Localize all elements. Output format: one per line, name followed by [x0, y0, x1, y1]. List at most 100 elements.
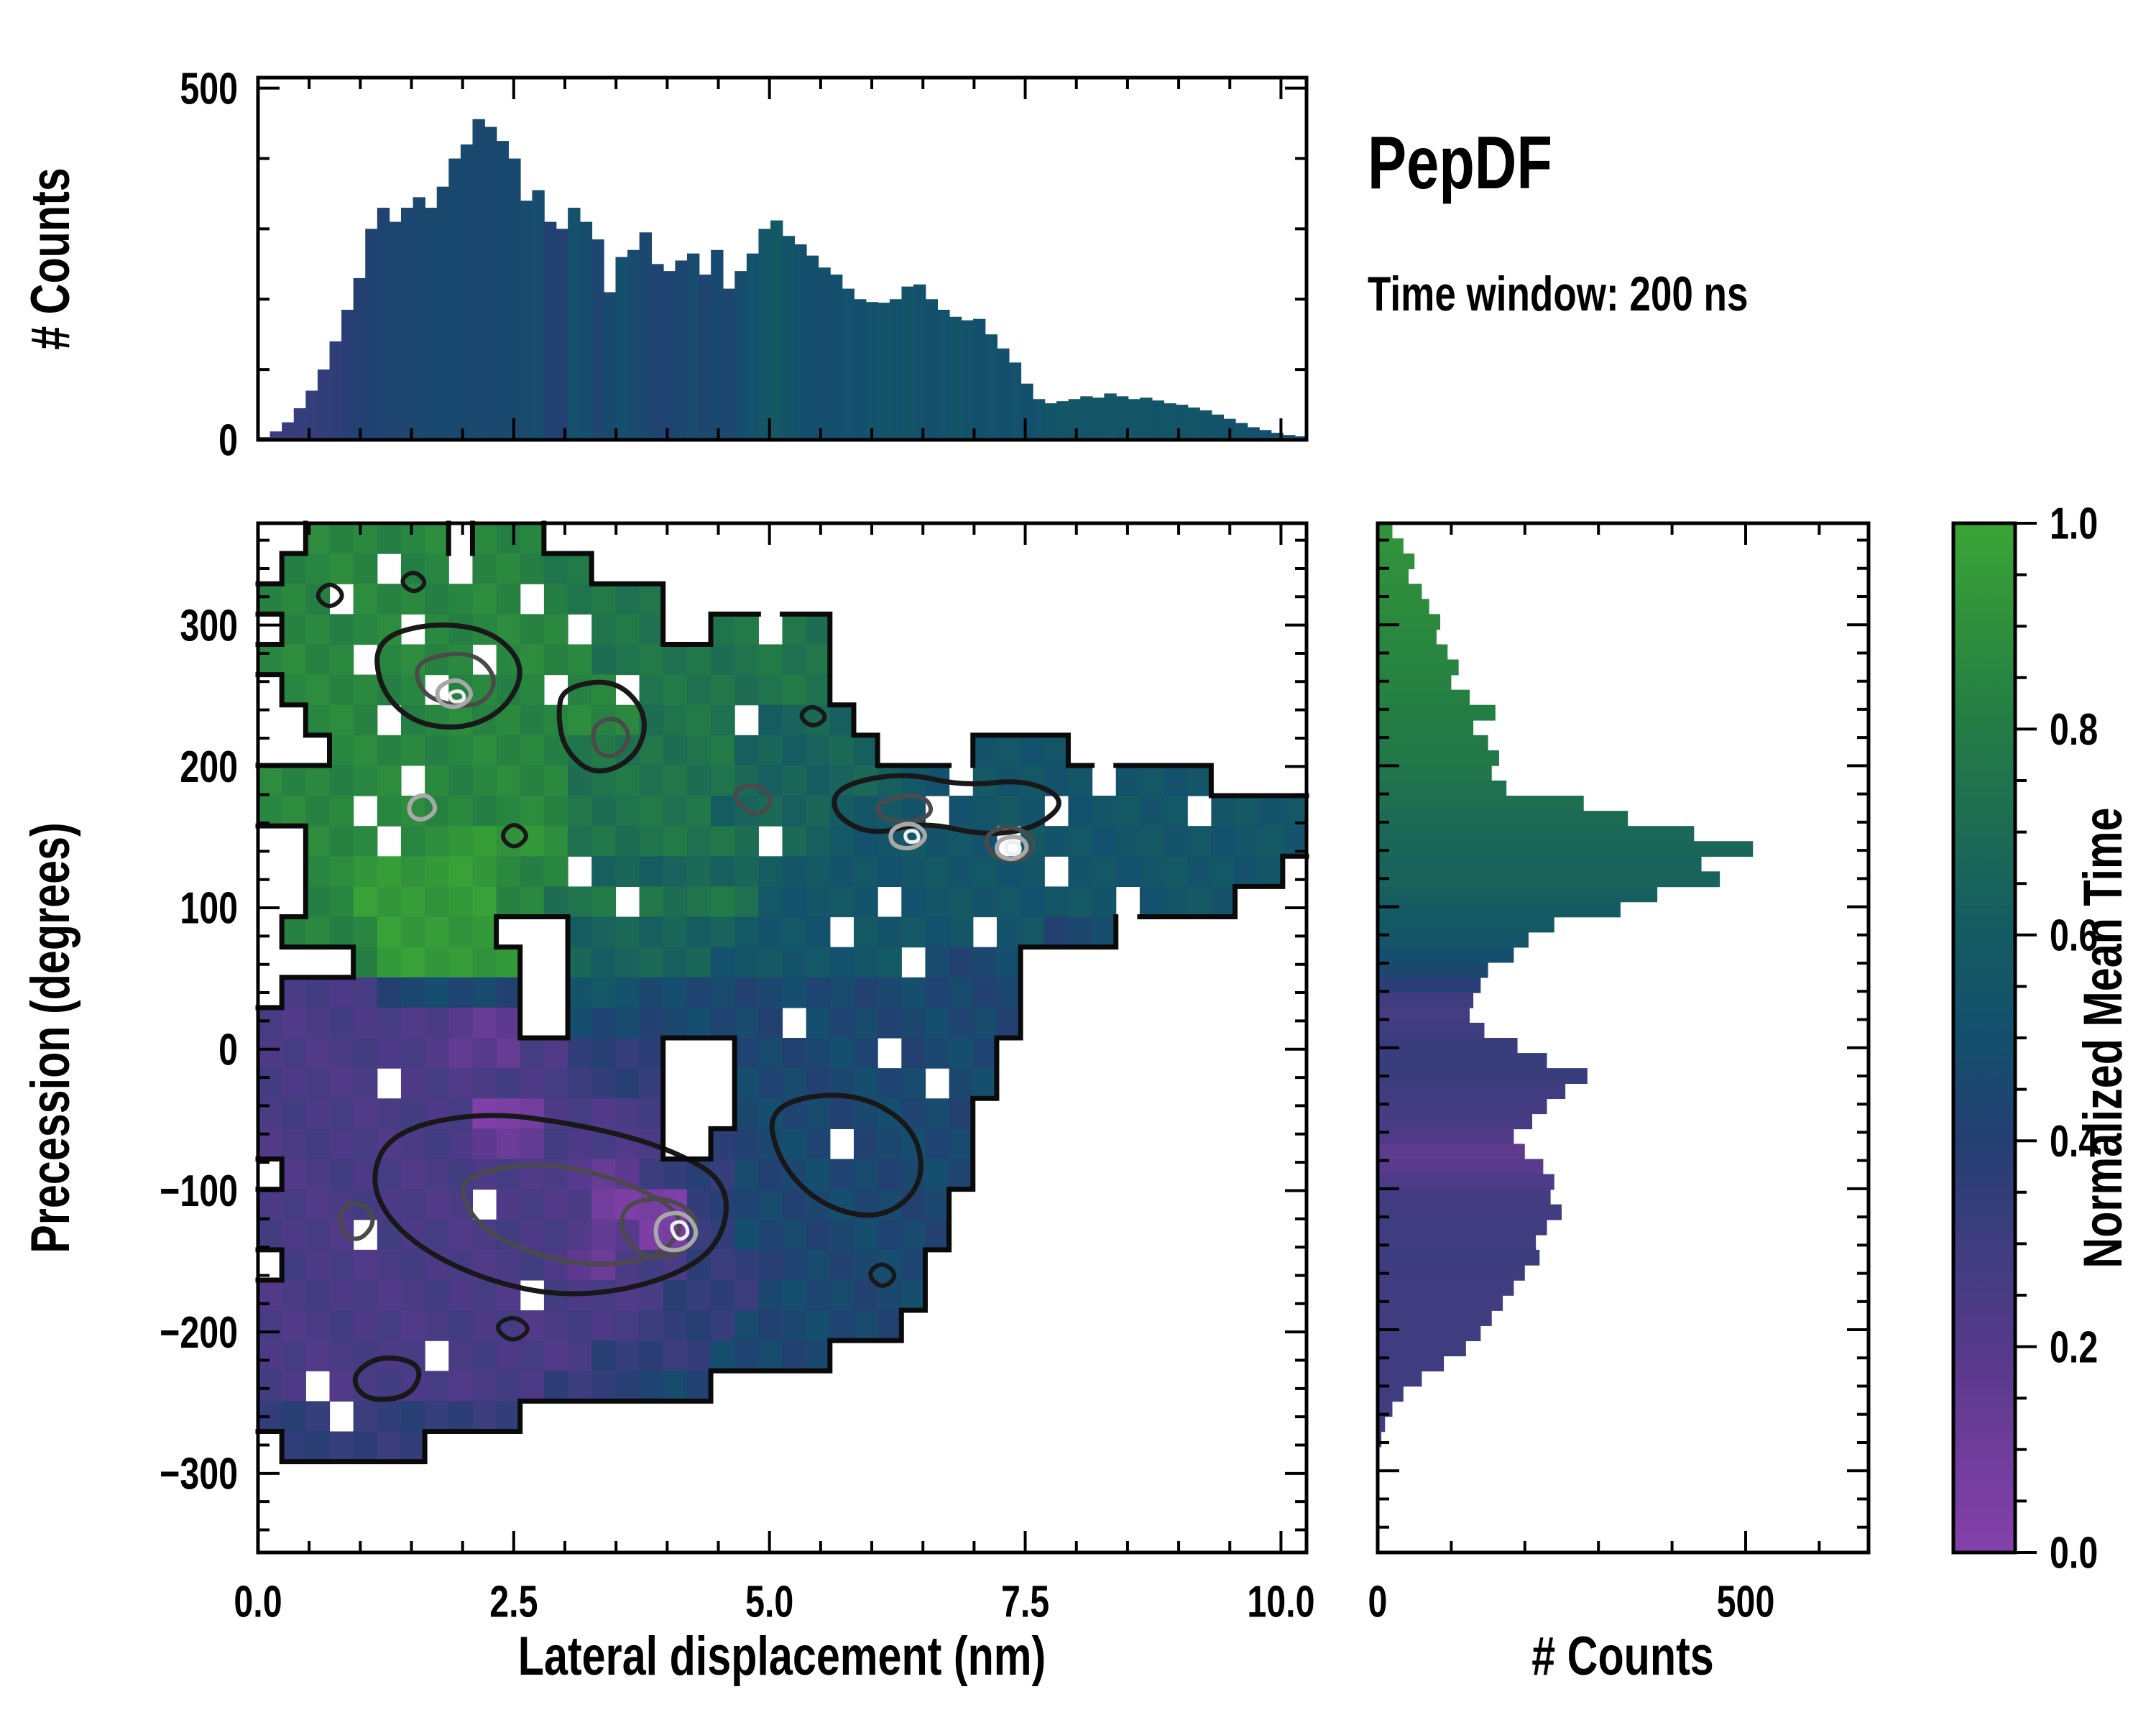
bar [1378, 1234, 1537, 1251]
bar [1378, 1371, 1422, 1387]
bar [377, 208, 390, 440]
bar [460, 144, 474, 440]
colorbar-tick-label: 0.4 [2050, 1116, 2098, 1166]
main-xtick-label: 7.5 [1001, 1577, 1049, 1627]
tick-labels: 0 500 0.0 2.5 5.0 7.5 10.0 300 200 100 0 −100 −200 −3… [160, 64, 2098, 1627]
bar [829, 275, 843, 440]
bar [1378, 704, 1496, 721]
bar [818, 267, 831, 440]
bar [1378, 811, 1628, 827]
bar [1151, 400, 1165, 440]
bar [972, 318, 986, 440]
right-histogram [1376, 521, 1871, 1555]
bar [1378, 992, 1474, 1008]
main-ytick-label: −100 [160, 1166, 238, 1215]
bar [1378, 886, 1658, 903]
bar [1378, 977, 1481, 993]
bar [1378, 901, 1621, 918]
bar [961, 320, 974, 440]
bar [1378, 1386, 1404, 1402]
bar [889, 299, 903, 440]
bar [675, 260, 688, 440]
figure-subtitle: Time window: 200 ns [1368, 267, 1748, 321]
bar [1378, 1356, 1445, 1372]
bar [1378, 1279, 1514, 1296]
right-xtick-label: 500 [1717, 1577, 1775, 1627]
bar [543, 221, 557, 440]
main-xtick-label: 2.5 [489, 1577, 538, 1627]
bar [1104, 393, 1117, 440]
region-outline [255, 520, 1309, 1465]
bar [806, 255, 819, 440]
bar [1378, 1098, 1547, 1115]
bar [1378, 947, 1514, 963]
bar [770, 220, 783, 440]
bar [484, 126, 497, 440]
bar [341, 309, 354, 440]
bar [413, 197, 425, 440]
bar [913, 284, 926, 440]
bar [1258, 430, 1272, 440]
main-ytick-label: −200 [160, 1307, 238, 1357]
bar [1378, 629, 1437, 645]
main-ytick-label: 100 [180, 883, 238, 933]
bar [1378, 735, 1488, 751]
right-xtick-label: 0 [1368, 1577, 1388, 1627]
bar [794, 244, 807, 440]
top-histogram [256, 75, 1309, 442]
bar [1378, 1007, 1470, 1024]
bar [1378, 674, 1452, 691]
bar [1378, 916, 1554, 933]
main-ytick-label: 0 [218, 1025, 238, 1075]
bar [579, 221, 593, 440]
bar [842, 288, 854, 440]
top-ytick-label: 0 [218, 415, 238, 465]
bar [663, 271, 676, 440]
bar [532, 190, 545, 440]
bar [1378, 1189, 1551, 1205]
colorbar-label: Normalized Mean Time [2073, 807, 2134, 1268]
bar [1187, 407, 1200, 440]
bar [1378, 1219, 1547, 1236]
heatmap-cells [258, 523, 1307, 1463]
bar [997, 348, 1010, 440]
bar [1378, 1053, 1547, 1069]
bar [854, 299, 867, 440]
bar [568, 208, 581, 440]
bar [1378, 1128, 1514, 1145]
main-xtick-label: 0.0 [234, 1577, 282, 1627]
bar [615, 257, 628, 440]
colorbar [1951, 521, 2037, 1555]
bar [293, 408, 307, 440]
right-histogram-bars [1378, 523, 1754, 1448]
top-histogram-bars [258, 119, 1308, 440]
bar [1235, 423, 1248, 440]
bar [496, 141, 510, 440]
bar [1378, 553, 1415, 569]
bar [1378, 719, 1474, 736]
bar [1128, 399, 1141, 440]
bar [305, 390, 318, 440]
bar [270, 431, 282, 440]
bar [1068, 399, 1082, 440]
bar [1378, 1204, 1562, 1220]
bar [1164, 403, 1176, 440]
bar [1378, 1295, 1503, 1311]
bar [1378, 1174, 1554, 1190]
bar [1211, 414, 1225, 440]
bar [1271, 433, 1284, 440]
top-ylabel: # Counts [20, 167, 81, 350]
bar [901, 286, 914, 440]
bar [1199, 410, 1212, 440]
bar [746, 253, 760, 440]
bar [1378, 1113, 1533, 1130]
bar [1021, 383, 1033, 440]
bar [937, 309, 950, 440]
bar [1056, 401, 1069, 440]
bar [1378, 856, 1702, 873]
bar [1378, 1159, 1544, 1175]
colorbar-gradient [1953, 523, 2015, 1552]
main-xtick-label: 5.0 [745, 1577, 793, 1627]
bar [1378, 1144, 1525, 1160]
